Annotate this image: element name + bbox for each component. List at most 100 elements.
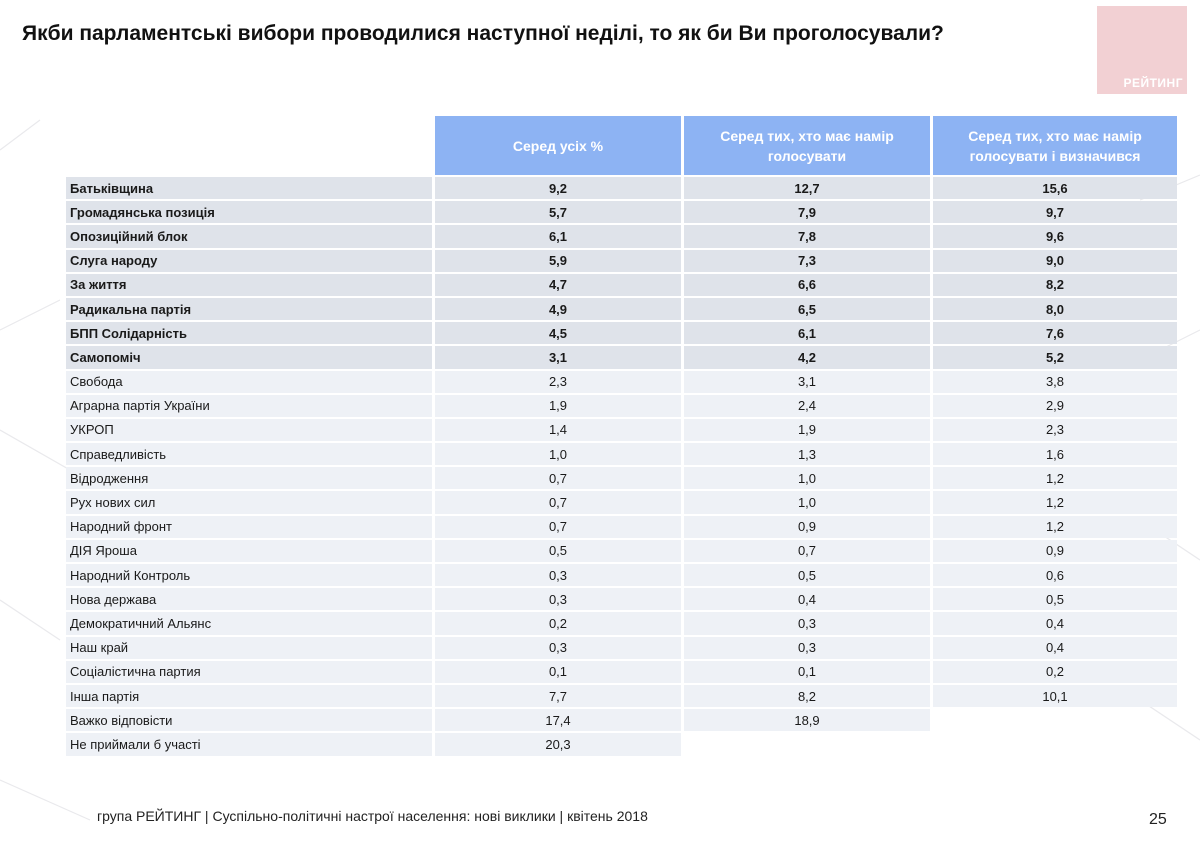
table-row: Нова держава 0,3 0,4 0,5 bbox=[66, 588, 1177, 611]
all-value-cell: 0,7 bbox=[435, 467, 681, 490]
decided-value-cell: 0,9 bbox=[933, 539, 1177, 562]
intend-value-cell: 0,5 bbox=[684, 564, 930, 587]
intend-value-cell: 3,1 bbox=[684, 370, 930, 393]
intend-value-cell: 2,4 bbox=[684, 394, 930, 417]
party-name-cell: Відродження bbox=[66, 467, 432, 490]
table-row: Відродження 0,7 1,0 1,2 bbox=[66, 467, 1177, 490]
decided-value-cell: 10,1 bbox=[933, 684, 1177, 708]
intend-value-cell: 1,9 bbox=[684, 418, 930, 442]
intend-value-cell: 4,2 bbox=[684, 346, 930, 369]
all-value-cell: 4,5 bbox=[435, 322, 681, 345]
intend-value-cell: 0,4 bbox=[684, 588, 930, 611]
party-name-cell: Народний фронт bbox=[66, 515, 432, 538]
table-row: Народний Контроль 0,3 0,5 0,6 bbox=[66, 564, 1177, 587]
footer-text: група РЕЙТИНГ | Суспільно-політичні наст… bbox=[97, 808, 648, 824]
all-value-cell: 2,3 bbox=[435, 370, 681, 393]
all-value-cell: 4,9 bbox=[435, 297, 681, 321]
decided-value-cell: 15,6 bbox=[933, 177, 1177, 200]
party-name-cell: Громадянська позиція bbox=[66, 201, 432, 224]
table-row: Самопоміч 3,1 4,2 5,2 bbox=[66, 346, 1177, 369]
decided-value-cell: 9,6 bbox=[933, 225, 1177, 248]
decided-value-cell: 2,9 bbox=[933, 394, 1177, 417]
intend-value-cell: 7,3 bbox=[684, 249, 930, 272]
party-name-cell: Рух нових сил bbox=[66, 491, 432, 514]
intend-value-cell bbox=[684, 733, 930, 755]
all-value-cell: 0,1 bbox=[435, 660, 681, 683]
party-name-cell: Батьківщина bbox=[66, 177, 432, 200]
decided-value-cell: 1,2 bbox=[933, 515, 1177, 538]
table-row: Свобода 2,3 3,1 3,8 bbox=[66, 370, 1177, 393]
intend-value-cell: 12,7 bbox=[684, 177, 930, 200]
party-name-cell: Свобода bbox=[66, 370, 432, 393]
intend-value-cell: 7,8 bbox=[684, 225, 930, 248]
logo-text: РЕЙТИНГ bbox=[1123, 76, 1183, 90]
table-row: Не приймали б участі 20,3 bbox=[66, 733, 1177, 756]
party-name-cell: Наш край bbox=[66, 636, 432, 659]
decided-value-cell: 0,4 bbox=[933, 612, 1177, 635]
header-party bbox=[66, 116, 432, 175]
party-name-cell: Опозиційний блок bbox=[66, 225, 432, 248]
decided-value-cell: 9,0 bbox=[933, 249, 1177, 272]
party-name-cell: УКРОП bbox=[66, 418, 432, 442]
all-value-cell: 6,1 bbox=[435, 225, 681, 248]
table-row: Слуга народу 5,9 7,3 9,0 bbox=[66, 249, 1177, 272]
all-value-cell: 1,0 bbox=[435, 443, 681, 466]
decided-value-cell: 1,6 bbox=[933, 443, 1177, 466]
all-value-cell: 0,5 bbox=[435, 539, 681, 562]
intend-value-cell: 7,9 bbox=[684, 201, 930, 224]
intend-value-cell: 0,3 bbox=[684, 636, 930, 659]
page-number: 25 bbox=[1149, 811, 1167, 828]
table-header-row: Серед усіх % Серед тих, хто має намір го… bbox=[66, 116, 1177, 175]
intend-value-cell: 1,0 bbox=[684, 491, 930, 514]
decided-value-cell: 2,3 bbox=[933, 418, 1177, 442]
party-name-cell: Самопоміч bbox=[66, 346, 432, 369]
intend-value-cell: 6,1 bbox=[684, 322, 930, 345]
intend-value-cell: 1,3 bbox=[684, 443, 930, 466]
table-row: Народний фронт 0,7 0,9 1,2 bbox=[66, 515, 1177, 538]
table-row: Соціалістична партия 0,1 0,1 0,2 bbox=[66, 660, 1177, 683]
table-row: Батьківщина 9,2 12,7 15,6 bbox=[66, 177, 1177, 200]
table-row: УКРОП 1,4 1,9 2,3 bbox=[66, 418, 1177, 442]
all-value-cell: 0,3 bbox=[435, 636, 681, 659]
intend-value-cell: 8,2 bbox=[684, 684, 930, 708]
party-name-cell: Справедливість bbox=[66, 443, 432, 466]
table-row: Опозиційний блок 6,1 7,8 9,6 bbox=[66, 225, 1177, 248]
decided-value-cell: 9,7 bbox=[933, 201, 1177, 224]
table-row: Аграрна партія України 1,9 2,4 2,9 bbox=[66, 394, 1177, 417]
party-name-cell: За життя bbox=[66, 273, 432, 296]
decided-value-cell: 8,0 bbox=[933, 297, 1177, 321]
decided-value-cell: 0,2 bbox=[933, 660, 1177, 683]
intend-value-cell: 0,9 bbox=[684, 515, 930, 538]
all-value-cell: 1,4 bbox=[435, 418, 681, 442]
intend-value-cell: 0,7 bbox=[684, 539, 930, 562]
party-name-cell: Соціалістична партия bbox=[66, 660, 432, 683]
table-row: Інша партія 7,7 8,2 10,1 bbox=[66, 684, 1177, 708]
decided-value-cell: 3,8 bbox=[933, 370, 1177, 393]
intend-value-cell: 6,6 bbox=[684, 273, 930, 296]
all-value-cell: 3,1 bbox=[435, 346, 681, 369]
all-value-cell: 0,2 bbox=[435, 612, 681, 635]
table-row: Рух нових сил 0,7 1,0 1,2 bbox=[66, 491, 1177, 514]
all-value-cell: 4,7 bbox=[435, 273, 681, 296]
results-table: Серед усіх % Серед тих, хто має намір го… bbox=[63, 114, 1180, 758]
intend-value-cell: 6,5 bbox=[684, 297, 930, 321]
table-row: Наш край 0,3 0,3 0,4 bbox=[66, 636, 1177, 659]
decided-value-cell: 1,2 bbox=[933, 491, 1177, 514]
decided-value-cell: 0,6 bbox=[933, 564, 1177, 587]
decided-value-cell: 5,2 bbox=[933, 346, 1177, 369]
table-row: Радикальна партія 4,9 6,5 8,0 bbox=[66, 297, 1177, 321]
party-name-cell: Слуга народу bbox=[66, 249, 432, 272]
all-value-cell: 20,3 bbox=[435, 733, 681, 756]
decided-value-cell: 1,2 bbox=[933, 467, 1177, 490]
all-value-cell: 0,3 bbox=[435, 588, 681, 611]
party-name-cell: Демократичний Альянс bbox=[66, 612, 432, 635]
decided-value-cell: 7,6 bbox=[933, 322, 1177, 345]
header-all: Серед усіх % bbox=[435, 116, 681, 175]
decided-value-cell bbox=[933, 733, 1177, 755]
party-name-cell: ДІЯ Яроша bbox=[66, 539, 432, 562]
table-row: Важко відповісти 17,4 18,9 bbox=[66, 709, 1177, 732]
all-value-cell: 1,9 bbox=[435, 394, 681, 417]
decided-value-cell: 8,2 bbox=[933, 273, 1177, 296]
all-value-cell: 5,7 bbox=[435, 201, 681, 224]
table-row: За життя 4,7 6,6 8,2 bbox=[66, 273, 1177, 296]
